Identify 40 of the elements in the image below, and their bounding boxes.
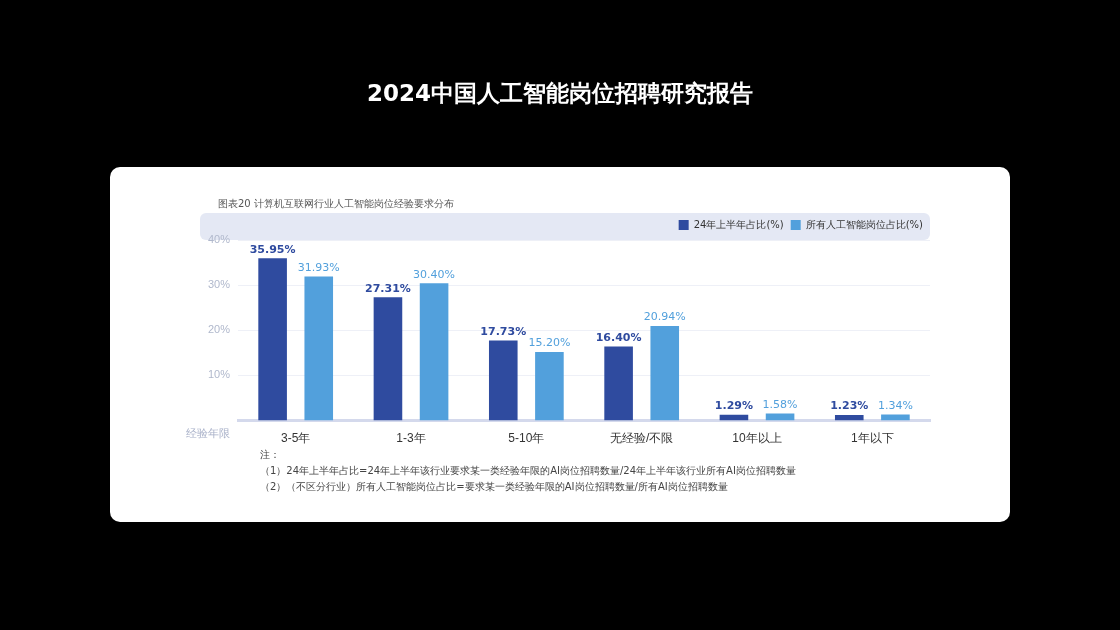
data-label: 27.31% (365, 281, 411, 295)
x-tick-label: 10年以上 (732, 431, 782, 446)
data-label: 1.29% (714, 399, 754, 413)
chart-title: 2024中国人工智能岗位招聘研究报告 (366, 79, 754, 108)
bar (535, 351, 564, 421)
data-label: 30.40% (413, 267, 456, 281)
text: 注： (260, 448, 281, 462)
data-label: 1.23% (830, 399, 869, 413)
data-label: 17.73% (480, 324, 527, 338)
bar (765, 413, 795, 421)
bar (304, 276, 334, 421)
data-label: 35.95% (249, 242, 296, 256)
bar (488, 340, 518, 421)
text: （2）（不区分行业）所有人工智能岗位占比=要求某一类经验年限的AI岗位招聘数量/所有AI岗位招聘数量 (260, 480, 729, 494)
y-tick-label: 20% (207, 323, 231, 336)
y-tick-label: 30% (207, 278, 231, 291)
data-label: 15.20% (528, 336, 571, 350)
bar (419, 283, 449, 421)
data-label: 31.93% (297, 260, 340, 274)
y-tick-label: 40% (207, 233, 231, 246)
x-axis-title: 经验年限 (186, 427, 231, 441)
legend-label: 所有人工智能岗位占比(%) (805, 218, 924, 230)
data-label: 20.94% (643, 310, 686, 324)
y-tick-label: 10% (207, 368, 231, 381)
text: （1）24年上半年占比=24年上半年该行业要求某一类经验年限的AI岗位招聘数量/24年上半年该行业所有AI岗位招聘数量 (260, 464, 796, 478)
bar (258, 258, 287, 421)
bar (604, 346, 633, 421)
data-label: 16.40% (595, 330, 642, 344)
legend-label: 24年上半年占比(%) (693, 218, 784, 230)
data-label: 1.34% (877, 398, 913, 412)
x-tick-label: 无经验/不限 (610, 431, 674, 446)
bar (650, 326, 680, 421)
bar (373, 297, 403, 421)
chart-subtitle: 图表20 计算机互联网行业人工智能岗位经验要求分布 (218, 197, 454, 211)
data-label: 1.58% (762, 397, 798, 411)
x-tick-label: 1年以下 (850, 431, 894, 446)
x-tick-label: 5-10年 (508, 431, 545, 446)
x-tick-label: 1-3年 (396, 431, 426, 446)
x-tick-label: 3-5年 (281, 431, 311, 446)
bar (834, 415, 864, 421)
